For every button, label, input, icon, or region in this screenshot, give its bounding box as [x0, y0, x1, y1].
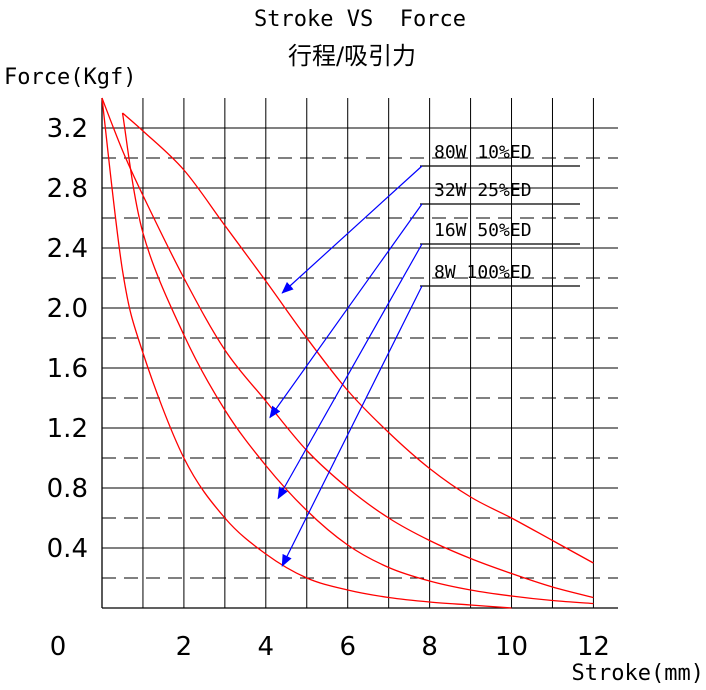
y-tick-label: 0.8: [47, 474, 88, 504]
grid: [101, 98, 618, 609]
y-tick-label: 1.2: [47, 414, 88, 444]
series-line: [122, 112, 594, 564]
y-tick-label: 2.0: [47, 294, 88, 324]
chart-title: Stroke VS Force: [254, 7, 466, 32]
tick-labels: 0.4 0.8 1.2 1.6 2.0 2.4 2.8 3.2 0 2 4 6 8 10 12: [47, 114, 610, 662]
x-tick-label: 12: [577, 632, 610, 662]
callout-arrow: [269, 203, 423, 419]
x-tick-label: 0: [50, 632, 67, 662]
x-tick-label: 10: [495, 632, 528, 662]
callout-label: 8W 100%ED: [434, 262, 532, 283]
chart-subtitle: 行程/吸引力: [288, 42, 416, 70]
y-tick-label: 1.6: [47, 354, 88, 384]
callout-label: 80W 10%ED: [434, 142, 532, 163]
callout-arrow: [281, 165, 423, 294]
y-axis-label: Force(Kgf): [4, 65, 136, 90]
y-tick-label: 2.4: [47, 234, 88, 264]
series-line: [121, 112, 594, 605]
callout-label: 32W 25%ED: [434, 180, 532, 201]
series-callouts: 80W 10%ED 32W 25%ED 16W 50%ED 8W 100%ED: [269, 142, 580, 567]
x-axis-label: Stroke(mm): [572, 661, 704, 686]
series-line: [101, 97, 594, 599]
y-tick-label: 0.4: [47, 534, 88, 564]
callout-arrow: [277, 243, 423, 500]
x-tick-label: 4: [258, 632, 275, 662]
x-tick-label: 8: [421, 632, 438, 662]
series-curves: [101, 97, 594, 609]
x-tick-label: 6: [339, 632, 356, 662]
callout-arrow: [281, 285, 423, 567]
y-tick-label: 2.8: [47, 174, 88, 204]
callout-label: 16W 50%ED: [434, 220, 532, 241]
y-tick-label: 3.2: [47, 114, 88, 144]
series-line: [101, 97, 512, 609]
x-tick-label: 2: [176, 632, 193, 662]
